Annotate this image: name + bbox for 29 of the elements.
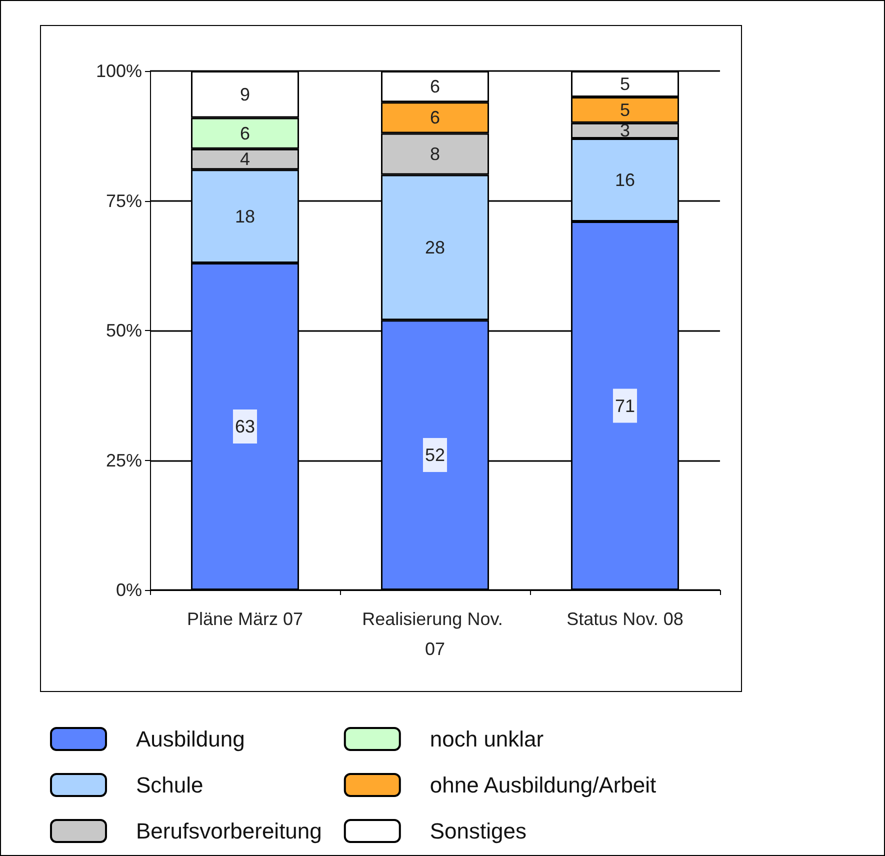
legend-label: noch unklar — [430, 726, 544, 752]
y-tick-label: 100% — [96, 61, 142, 81]
x-tick-label: Realisierung Nov. 07 — [362, 609, 508, 659]
legend-label: Sonstiges — [430, 818, 527, 844]
data-label: 8 — [430, 144, 440, 164]
y-tick-label: 25% — [106, 450, 142, 470]
data-label: 9 — [240, 84, 250, 104]
data-label: 28 — [424, 237, 446, 258]
data-label: 71 — [614, 396, 636, 416]
legend-label: Schule — [136, 772, 204, 798]
x-tick-label: Status Nov. 08 — [566, 609, 684, 629]
data-label: 4 — [240, 149, 250, 170]
data-label: 16 — [614, 170, 636, 190]
data-label: 6 — [240, 123, 250, 144]
data-label: 63 — [234, 416, 256, 437]
data-label: 3 — [620, 120, 630, 141]
data-label: 52 — [424, 445, 446, 466]
data-label: 5 — [620, 100, 630, 120]
data-label: 6 — [430, 108, 440, 128]
data-label: 5 — [620, 74, 630, 94]
data-label: 6 — [430, 76, 440, 97]
legend-label: Berufsvorbereitung — [136, 818, 322, 844]
y-tick-label: 75% — [106, 190, 142, 211]
data-label: 18 — [234, 206, 256, 226]
x-tick-label: Pläne März 07 — [186, 609, 304, 629]
legend-label: Ausbildung — [136, 726, 245, 752]
y-tick-label: 0% — [116, 580, 142, 600]
y-tick-label: 50% — [106, 320, 142, 340]
legend-label: ohne Ausbildung/Arbeit — [430, 772, 656, 798]
